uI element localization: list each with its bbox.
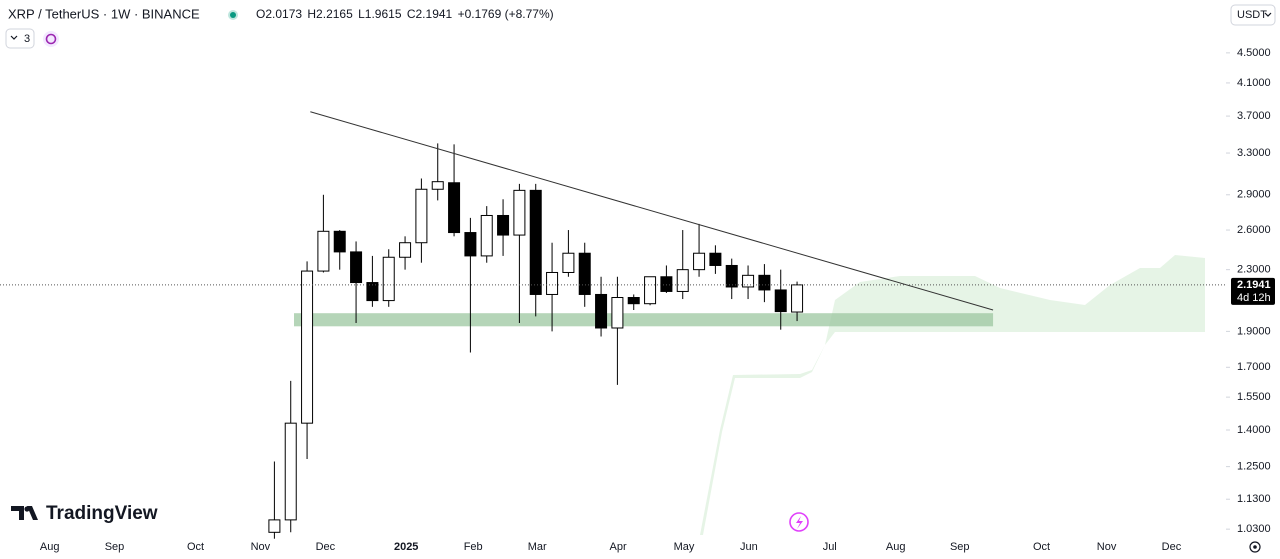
x-tick-label: May: [674, 541, 695, 553]
candle-body: [546, 271, 559, 295]
candle-body: [448, 182, 461, 234]
y-tick-label: 2.9000: [1237, 189, 1271, 201]
candle-body: [529, 189, 542, 295]
support-zone: [294, 313, 994, 327]
indicator-count: 3: [24, 33, 30, 45]
candle-body: [497, 214, 510, 236]
candle-body: [791, 284, 804, 313]
candle-body: [268, 519, 281, 533]
x-tick-label: Dec: [1162, 541, 1182, 553]
candle-body: [464, 232, 477, 257]
x-tick-label: Apr: [609, 541, 626, 553]
price-tag: [1231, 277, 1275, 305]
candle-body: [644, 276, 657, 305]
candle-body: [693, 252, 706, 271]
candle-body: [431, 181, 444, 190]
currency: USDT: [1237, 9, 1267, 21]
candle-body: [758, 274, 771, 291]
sync-icon-bg[interactable]: [43, 31, 59, 47]
candle-body: [562, 252, 575, 273]
trendline: [310, 111, 994, 311]
y-tick-label: 1.2500: [1237, 461, 1271, 473]
x-tick-label: 2025: [394, 541, 418, 553]
candle-body: [709, 252, 722, 266]
x-tick-label: Mar: [528, 541, 547, 553]
candle-body: [366, 282, 379, 302]
candle-body: [284, 422, 297, 521]
y-tick-label: 1.1300: [1237, 493, 1271, 505]
candle-body: [350, 251, 363, 284]
logo-mark: [11, 506, 38, 520]
ohlc: O2.0173 H2.2165 L1.9615 C2.1941 +0.1769 …: [256, 7, 554, 21]
brand: TradingView: [46, 503, 158, 524]
candle-body: [725, 264, 738, 288]
y-tick-label: 3.3000: [1237, 147, 1271, 159]
x-tick-label: Oct: [187, 541, 204, 553]
price-tag-value: 2.1941: [1237, 279, 1271, 291]
symbol: XRP / TetherUS · 1W · BINANCE: [8, 6, 200, 21]
candle-body: [480, 214, 493, 257]
low: L1.9615: [358, 7, 402, 21]
y-tick-label: 3.7000: [1237, 110, 1271, 122]
settings-dot: [1253, 545, 1257, 549]
x-tick-label: Sep: [105, 541, 125, 553]
y-tick-label: 2.3000: [1237, 264, 1271, 276]
y-tick-label: 1.0300: [1237, 523, 1271, 535]
candle-body: [595, 293, 608, 329]
candle-body: [513, 189, 526, 236]
settings-icon[interactable]: [1249, 541, 1261, 553]
candle-body: [415, 188, 428, 244]
candle-body: [317, 230, 330, 272]
candle-body: [301, 270, 314, 424]
x-tick-label: Jul: [823, 541, 837, 553]
y-tick-label: 1.4000: [1237, 424, 1271, 436]
logo-dot: [24, 506, 30, 512]
x-tick-label: Sep: [950, 541, 970, 553]
candle-body: [382, 256, 395, 302]
chevron: [10, 35, 18, 40]
x-tick-label: Feb: [464, 541, 483, 553]
open: O2.0173: [256, 7, 302, 21]
x-tick-label: Nov: [1097, 541, 1117, 553]
candle-body: [660, 276, 673, 292]
flash-icon[interactable]: [789, 512, 809, 532]
close: C2.1941: [407, 7, 453, 21]
flash-bolt: [796, 516, 803, 529]
y-tick-label: 2.6000: [1237, 224, 1271, 236]
status-dot: [230, 12, 236, 18]
x-tick-label: Dec: [316, 541, 336, 553]
x-tick-label: Jun: [740, 541, 758, 553]
countdown: 4d 12h: [1237, 292, 1271, 304]
x-tick-label: Oct: [1033, 541, 1050, 553]
candle-body: [627, 297, 640, 305]
cloud: [700, 255, 1205, 535]
sync-icon: [45, 33, 57, 45]
candle-body: [676, 269, 689, 292]
currency-button[interactable]: [1230, 4, 1276, 26]
x-tick-label: Aug: [886, 541, 906, 553]
y-tick-label: 4.1000: [1237, 77, 1271, 89]
high: H2.2165: [307, 7, 353, 21]
candle-body: [742, 274, 755, 288]
candle-body: [333, 230, 346, 253]
x-tick-label: Nov: [251, 541, 271, 553]
y-tick-label: 1.9000: [1237, 325, 1271, 337]
y-tick-label: 4.5000: [1237, 47, 1271, 59]
y-tick-label: 1.5500: [1237, 391, 1271, 403]
y-tick-label: 1.7000: [1237, 361, 1271, 373]
plot-area: [0, 111, 1225, 539]
candle-body: [611, 297, 624, 329]
candle-body: [399, 242, 412, 258]
indicator-toggle[interactable]: [5, 28, 35, 49]
x-tick-label: Aug: [40, 541, 60, 553]
change: +0.1769 (+8.77%): [458, 7, 554, 21]
candle-body: [578, 252, 591, 295]
candle-body: [774, 289, 787, 313]
chevron: [1264, 12, 1272, 17]
